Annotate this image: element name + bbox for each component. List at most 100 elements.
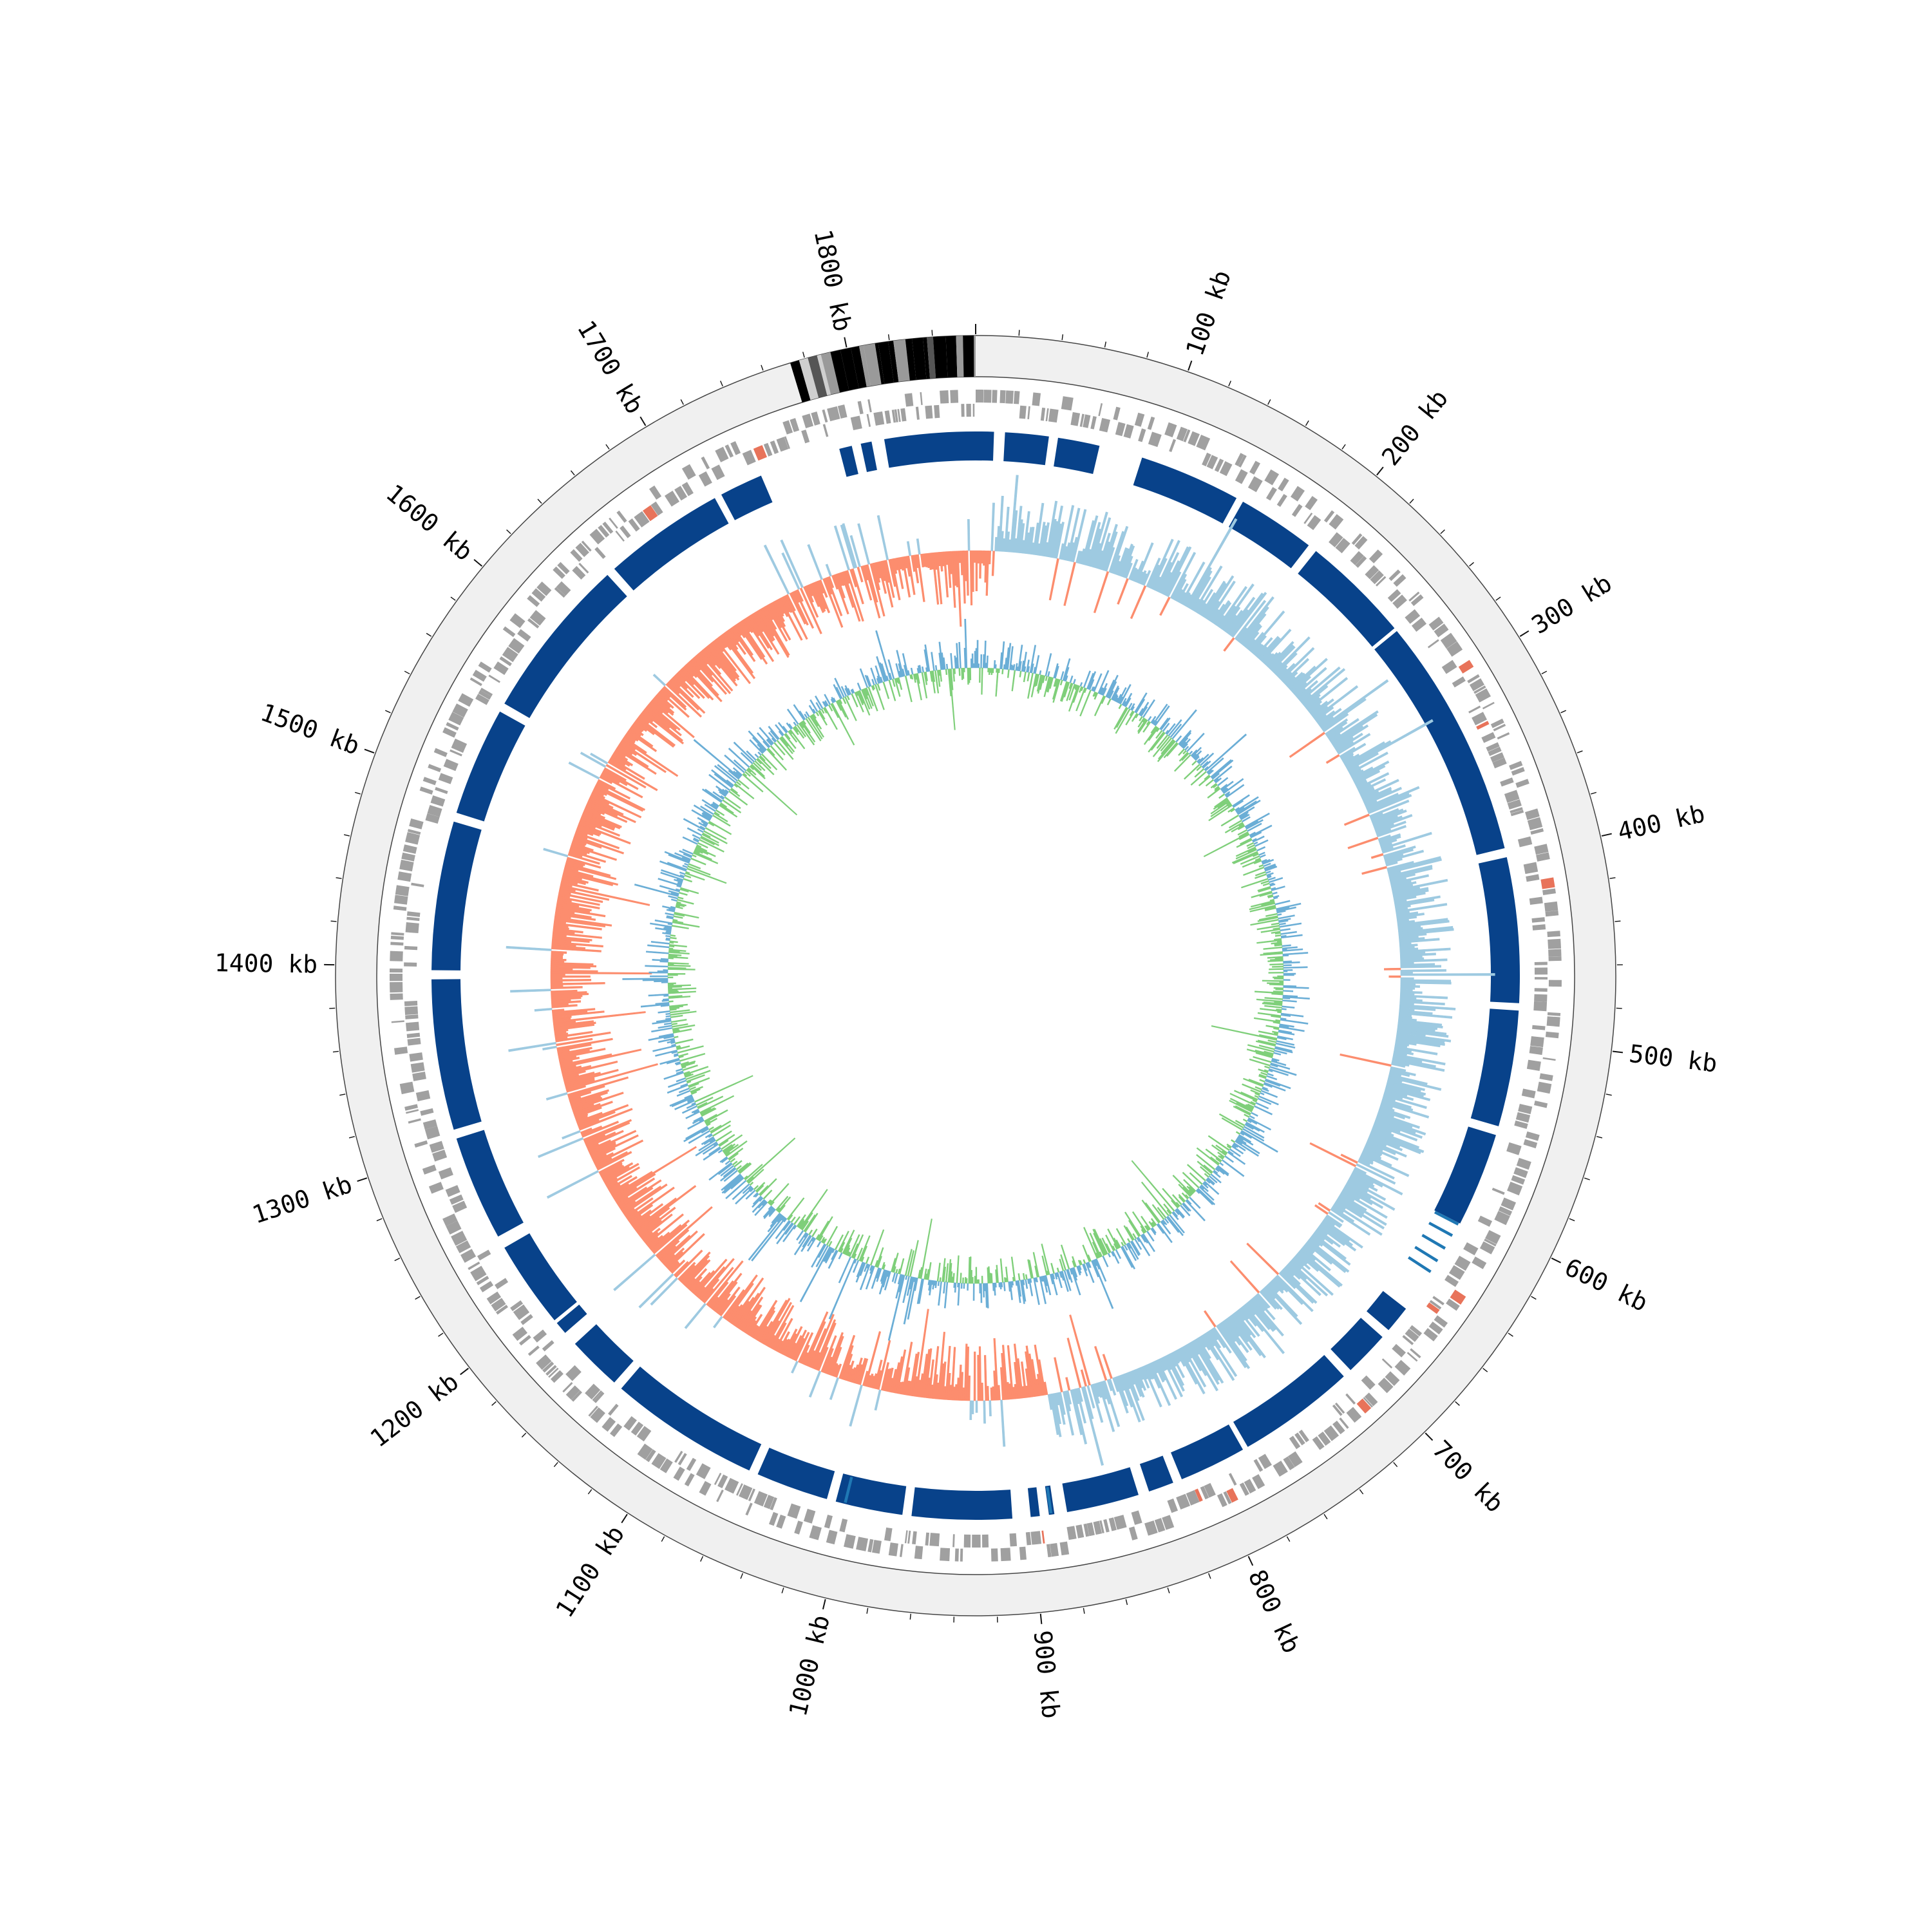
- feature-mark: [698, 471, 712, 487]
- feature-mark: [1378, 1378, 1394, 1394]
- feature-mark: [1514, 1120, 1528, 1129]
- feature-mark: [406, 911, 421, 917]
- block-segment: [1434, 1126, 1496, 1224]
- feature-mark: [714, 1472, 722, 1485]
- feature-mark: [1513, 1167, 1528, 1179]
- feature-mark: [1501, 1197, 1517, 1211]
- feature-mark: [1009, 1533, 1018, 1547]
- feature-mark: [1429, 1300, 1442, 1310]
- tick-label: 300 kb: [1527, 569, 1617, 639]
- major-tick: [1519, 630, 1530, 638]
- feature-mark: [412, 1072, 426, 1081]
- feature-mark: [404, 962, 417, 967]
- block-segment: [456, 711, 526, 822]
- feature-mark: [478, 661, 492, 673]
- feature-mark: [452, 1200, 468, 1213]
- feature-mark: [1249, 460, 1261, 475]
- feature-mark: [608, 1403, 619, 1416]
- feature-mark: [753, 1491, 768, 1507]
- feature-mark: [1472, 1256, 1487, 1269]
- feature-mark: [809, 1525, 822, 1540]
- feature-mark: [642, 505, 658, 522]
- feature-mark: [1492, 1188, 1505, 1195]
- feature-mark: [802, 413, 814, 428]
- feature-mark: [1540, 877, 1555, 889]
- minor-tick: [909, 1613, 911, 1620]
- block-segment: [1478, 857, 1520, 1003]
- feature-mark: [542, 1361, 554, 1373]
- feature-mark: [929, 1533, 940, 1547]
- feature-mark: [920, 392, 923, 406]
- feature-mark: [433, 748, 448, 757]
- feature-mark: [1364, 1392, 1378, 1406]
- block-thin-mark: [1407, 1256, 1432, 1273]
- feature-mark: [407, 829, 421, 835]
- feature-mark: [1368, 549, 1383, 564]
- feature-mark: [1200, 1486, 1209, 1500]
- feature-mark: [637, 1443, 653, 1460]
- feature-mark: [1534, 844, 1549, 855]
- feature-mark: [972, 404, 975, 417]
- tick-label: 1700 kb: [572, 316, 649, 419]
- feature-mark: [1469, 678, 1484, 692]
- block-segment: [1171, 1424, 1244, 1480]
- feature-mark: [711, 464, 725, 480]
- feature-mark: [1375, 576, 1387, 587]
- minor-tick: [1495, 596, 1501, 601]
- block-segment: [1470, 1009, 1519, 1126]
- feature-mark: [429, 1141, 444, 1153]
- feature-mark: [1307, 515, 1321, 531]
- feature-mark: [1515, 1112, 1531, 1123]
- tick-label: 1800 kb: [809, 227, 857, 334]
- minor-tick: [1061, 334, 1064, 341]
- feature-mark: [1040, 408, 1046, 421]
- feature-mark: [1432, 1296, 1444, 1305]
- feature-mark: [1041, 1530, 1045, 1544]
- feature-mark: [649, 485, 662, 500]
- feature-mark: [1318, 1432, 1331, 1446]
- feature-mark: [390, 942, 404, 946]
- feature-mark: [1291, 504, 1303, 517]
- feature-mark: [409, 1052, 423, 1062]
- feature-mark: [480, 687, 493, 697]
- feature-mark: [536, 1354, 552, 1370]
- minor-tick: [781, 1587, 784, 1594]
- gc-skew-track: [506, 475, 1495, 1466]
- feature-mark: [452, 703, 468, 718]
- minor-tick: [680, 399, 684, 405]
- feature-mark: [1289, 1435, 1301, 1450]
- feature-mark: [615, 530, 625, 542]
- feature-mark: [925, 1532, 929, 1546]
- ideogram-dark-band: [859, 345, 871, 387]
- minor-tick: [761, 365, 764, 371]
- feature-mark: [620, 526, 631, 538]
- block-segment: [911, 1487, 1013, 1520]
- block-segment: [431, 821, 482, 971]
- feature-mark: [508, 638, 525, 654]
- feature-mark: [592, 1390, 603, 1401]
- feature-mark: [419, 786, 433, 795]
- feature-mark: [1504, 790, 1520, 803]
- feature-mark: [1385, 1371, 1400, 1387]
- feature-mark: [1239, 1482, 1249, 1496]
- feature-mark: [610, 1423, 623, 1437]
- feature-mark: [401, 852, 415, 862]
- feature-mark: [961, 404, 965, 417]
- feature-mark: [664, 490, 680, 507]
- tick-label: 1000 kb: [784, 1612, 835, 1719]
- feature-mark: [391, 1020, 404, 1023]
- feature-mark: [488, 674, 500, 683]
- feature-mark: [581, 540, 592, 552]
- ideogram-dark-band: [817, 354, 831, 396]
- feature-mark: [776, 437, 789, 452]
- block-track: [431, 431, 1520, 1520]
- minor-tick: [1146, 352, 1149, 358]
- feature-mark: [527, 595, 540, 607]
- feature-mark: [1183, 429, 1191, 442]
- feature-mark: [448, 712, 464, 726]
- ideogram-dark-band: [878, 341, 894, 384]
- feature-mark: [1387, 589, 1401, 602]
- feature-mark: [1458, 659, 1474, 674]
- feature-mark: [1486, 742, 1500, 752]
- feature-mark: [399, 859, 414, 872]
